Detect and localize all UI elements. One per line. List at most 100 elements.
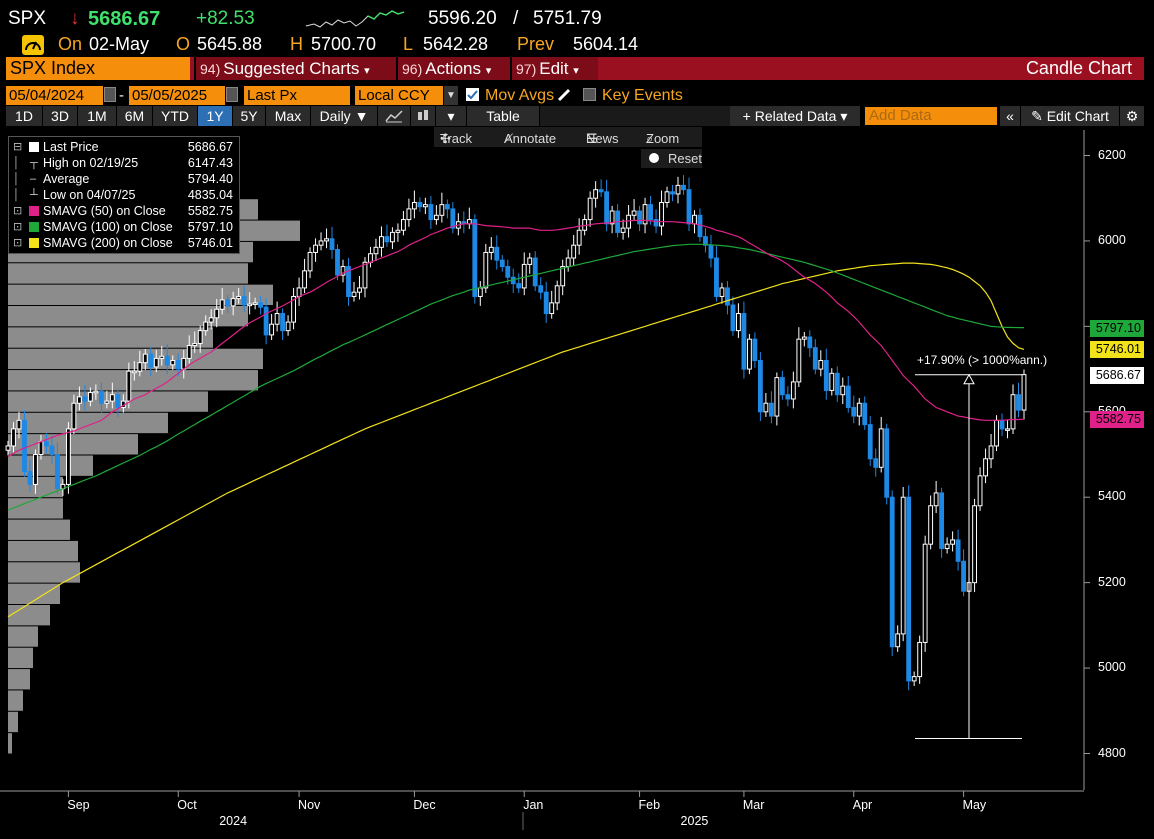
key-events-checkbox[interactable] (583, 88, 596, 101)
frequency-select[interactable]: Daily ▼ (311, 106, 377, 126)
reset-button[interactable]: Reset (641, 149, 702, 168)
candle-body (1005, 428, 1010, 431)
candle-body (746, 338, 752, 370)
candle-body (208, 317, 214, 323)
period-5y[interactable]: 5Y (233, 106, 265, 126)
dropdown-icon: ▾ (364, 65, 370, 77)
add-data-input[interactable]: Add Data (865, 107, 997, 125)
chart-tools: ✣ Track ⟋ Annotate ☰ News ⌕ Zoom (434, 127, 702, 147)
candle-body (296, 287, 302, 297)
chevron-down-icon[interactable]: ▼ (444, 86, 458, 105)
toolbar-spacer (540, 106, 730, 126)
legend-row[interactable]: ⊡ SMAVG (200) on Close 5746.01 (9, 235, 239, 251)
period-1m[interactable]: 1M (78, 106, 116, 126)
tree-icon: │ (13, 173, 20, 185)
field-select[interactable]: Last Px (244, 86, 350, 105)
candle-body (801, 336, 807, 340)
candle-body (521, 263, 527, 289)
chart-style-dropdown[interactable]: ▾ (436, 106, 466, 126)
quote-header: SPX ↓ 5686.67 +82.53 5596.20 / 5751.79 (0, 0, 1154, 36)
volume-profile-bar (8, 669, 30, 690)
period-1d[interactable]: 1D (6, 106, 42, 126)
line-chart-icon[interactable] (378, 106, 410, 126)
candle-body (1010, 394, 1016, 430)
candle-body (856, 402, 862, 417)
period-max[interactable]: Max (266, 106, 310, 126)
calendar-icon[interactable] (104, 87, 116, 102)
candle-body (27, 471, 33, 485)
collapse-icon[interactable]: « (1000, 106, 1020, 126)
candle-body (44, 441, 49, 447)
menu-num: 94) (200, 61, 221, 77)
legend-row[interactable]: │ – Average 5794.40 (9, 171, 239, 187)
candle-icon[interactable] (411, 106, 435, 126)
candle-body (845, 385, 851, 409)
candle-body (302, 270, 307, 289)
security-field[interactable]: SPX Index (6, 57, 190, 80)
legend-row[interactable]: ⊟ Last Price 5686.67 (9, 139, 239, 155)
candle-body (867, 424, 873, 460)
period-1y[interactable]: 1Y (198, 106, 232, 126)
legend-value: 5797.10 (187, 220, 233, 234)
candle-body (933, 492, 939, 507)
candle-body (38, 441, 44, 455)
up-arrow-icon (963, 373, 975, 385)
period-ytd[interactable]: YTD (153, 106, 197, 126)
candle-body (159, 355, 165, 359)
candle-body (692, 214, 697, 225)
menu-label: Edit (539, 59, 569, 78)
candle-body (164, 355, 170, 366)
edit-menu[interactable]: 97) Edit ▾ (510, 57, 598, 80)
volume-profile-bar (8, 370, 258, 391)
suggested-charts-menu[interactable]: 94) Suggested Charts ▾ (194, 57, 400, 80)
legend-row[interactable]: ⊡ SMAVG (50) on Close 5582.75 (9, 203, 239, 219)
x-year-label: 2024 (219, 814, 248, 828)
edit-chart-button[interactable]: ✎ Edit Chart (1021, 106, 1119, 126)
low-value: 5642.28 (423, 34, 489, 54)
legend-row[interactable]: │ ┬ High on 02/19/25 6147.43 (9, 155, 239, 171)
related-data-menu[interactable]: + Related Data ▾ (730, 106, 860, 126)
candle-body (109, 394, 115, 402)
period-6m[interactable]: 6M (117, 106, 152, 126)
candle-body (878, 428, 884, 468)
actions-menu[interactable]: 96) Actions ▾ (396, 57, 512, 80)
legend-row[interactable]: │ ┴ Low on 04/07/25 4835.04 (9, 187, 239, 203)
legend-label: Last Price (43, 140, 99, 154)
volume-profile-bar (8, 284, 273, 305)
candle-body (219, 299, 225, 310)
candle-body (840, 385, 846, 396)
ticker-symbol[interactable]: SPX (8, 8, 47, 29)
legend-row[interactable]: ⊡ SMAVG (100) on Close 5797.10 (9, 219, 239, 235)
candle-body (900, 496, 906, 635)
candle-body (757, 360, 763, 413)
chart-legend[interactable]: ⊟ Last Price 5686.67 │ ┬ High on 02/19/25 6147… (8, 136, 240, 254)
candle-body (735, 313, 741, 332)
period-3d[interactable]: 3D (43, 106, 77, 126)
candle-body (357, 287, 362, 293)
legend-label: SMAVG (200) on Close (43, 236, 173, 250)
gear-icon[interactable]: ⚙ (1120, 106, 1144, 126)
start-date-input[interactable]: 05/04/2024 (6, 86, 103, 105)
quote-date: 02-May (89, 34, 150, 54)
mov-avgs-checkbox[interactable] (466, 88, 479, 101)
volume-profile-bar (8, 263, 248, 284)
candle-body (274, 313, 280, 325)
magnifier-icon: ⌕ (646, 131, 654, 146)
edit-chart-label: Edit Chart (1046, 108, 1109, 124)
candle-body (653, 219, 659, 227)
legend-label: SMAVG (50) on Close (43, 204, 166, 218)
candle-body (71, 402, 77, 430)
chart-axes (0, 130, 1090, 830)
candle-body (505, 266, 511, 278)
end-date-input[interactable]: 05/05/2025 (129, 86, 225, 105)
calendar-icon[interactable] (226, 87, 238, 102)
table-button[interactable]: Table (467, 106, 539, 126)
pencil-icon[interactable] (556, 87, 572, 107)
y-tick-label: 4800 (1098, 745, 1126, 760)
candle-body (823, 360, 829, 391)
chart-type-title: Candle Chart (1025, 58, 1132, 78)
currency-select[interactable]: Local CCY (355, 86, 443, 105)
menu-label: Suggested Charts (223, 59, 360, 78)
candle-body (417, 201, 423, 208)
